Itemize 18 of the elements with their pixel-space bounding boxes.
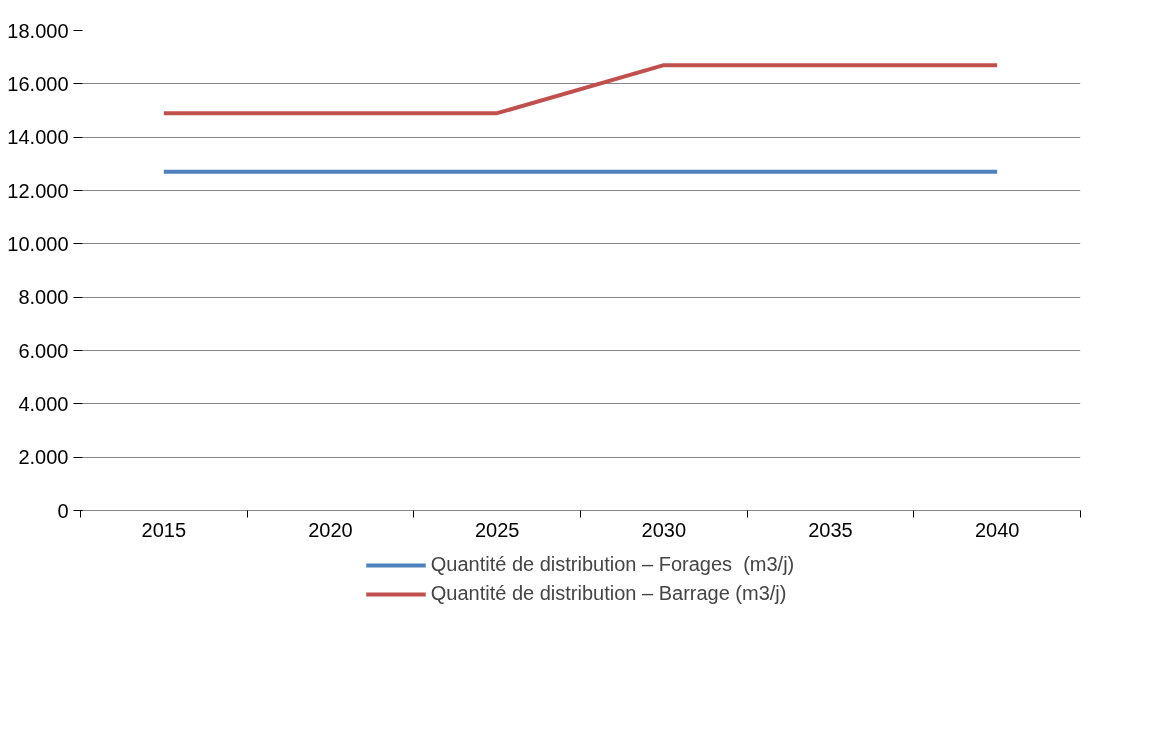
x-tick-label: 2020 xyxy=(308,518,353,541)
legend-label: Quantité de distribution – Forages (m3/j) xyxy=(430,553,795,576)
x-tick-label: 2025 xyxy=(474,518,520,541)
y-tick-label: 18.000 xyxy=(7,19,69,42)
y-tick-label: 10.000 xyxy=(7,232,69,255)
legend-label: Quantité de distribution – Barrage (m3/j) xyxy=(430,582,787,605)
y-tick-label: 6.000 xyxy=(18,339,69,362)
y-tick-label: 8.000 xyxy=(18,286,69,309)
y-tick-label: 14.000 xyxy=(7,126,69,149)
x-tick-label: 2040 xyxy=(974,518,1020,541)
y-tick-label: 0 xyxy=(57,499,69,522)
y-tick-label: 16.000 xyxy=(7,72,69,95)
x-tick-label: 2030 xyxy=(641,518,687,541)
y-tick-label: 12.000 xyxy=(7,179,69,202)
y-tick-label: 2.000 xyxy=(18,446,69,469)
y-tick-label: 4.000 xyxy=(18,392,69,415)
x-tick-label: 2015 xyxy=(141,518,187,541)
x-tick-label: 2035 xyxy=(808,518,853,541)
